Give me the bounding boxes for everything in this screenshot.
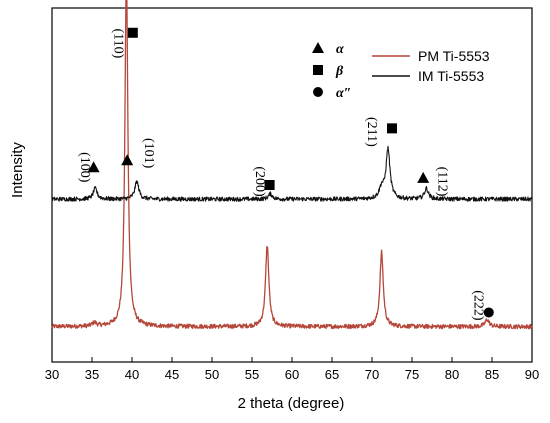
legend-triangle-marker xyxy=(312,42,324,53)
x-tick-label: 70 xyxy=(365,367,379,382)
alpha-marker xyxy=(417,171,430,183)
legend-series-label: IM Ti-5553 xyxy=(418,68,484,84)
legend: αβ α″ PM Ti-5553 IM Ti-5553 xyxy=(312,42,490,101)
peak-label: (100) xyxy=(77,152,92,183)
legend-phase-label: α″ xyxy=(336,86,351,101)
x-axis-ticks: 30 35 40 45 50 55 60 65 70 75 80 85 90 xyxy=(45,357,539,382)
alpha-marker xyxy=(87,161,100,173)
x-tick-label: 80 xyxy=(445,367,459,382)
alpha-marker xyxy=(121,154,134,166)
series-line-1 xyxy=(51,145,533,202)
peak-label: (211) xyxy=(364,117,379,147)
series-line-0 xyxy=(51,0,533,330)
beta-marker xyxy=(387,123,397,134)
x-tick-label: 60 xyxy=(285,367,299,382)
peak-label: (222) xyxy=(470,290,485,321)
x-tick-label: 30 xyxy=(45,367,59,382)
x-tick-label: 45 xyxy=(165,367,179,382)
peak-label: (112) xyxy=(434,167,449,197)
x-tick-label: 50 xyxy=(205,367,219,382)
x-tick-label: 35 xyxy=(85,367,99,382)
legend-phase-label: β xyxy=(335,64,344,79)
x-axis-title: 2 theta (degree) xyxy=(238,395,345,412)
x-tick-label: 65 xyxy=(325,367,339,382)
series-layer xyxy=(51,0,533,330)
x-tick-label: 85 xyxy=(485,367,499,382)
peak-label: (101) xyxy=(141,138,156,169)
beta-marker xyxy=(264,180,275,190)
alpha-double-prime-marker xyxy=(483,307,494,318)
legend-phase-label: α xyxy=(336,42,344,57)
legend-square-marker xyxy=(313,65,323,75)
peak-annotations: (110) (100) (101) (200) (211) (112) (222) xyxy=(77,27,494,321)
x-tick-label: 90 xyxy=(525,367,539,382)
y-axis-title: Intensity xyxy=(9,142,26,198)
legend-circle-marker xyxy=(313,87,323,97)
peak-label: (200) xyxy=(252,166,267,197)
beta-marker xyxy=(127,27,138,38)
x-tick-label: 75 xyxy=(405,367,419,382)
x-tick-label: 55 xyxy=(245,367,259,382)
peak-label: (110) xyxy=(110,28,125,58)
legend-series-label: PM Ti-5553 xyxy=(418,48,490,64)
x-tick-label: 40 xyxy=(125,367,139,382)
